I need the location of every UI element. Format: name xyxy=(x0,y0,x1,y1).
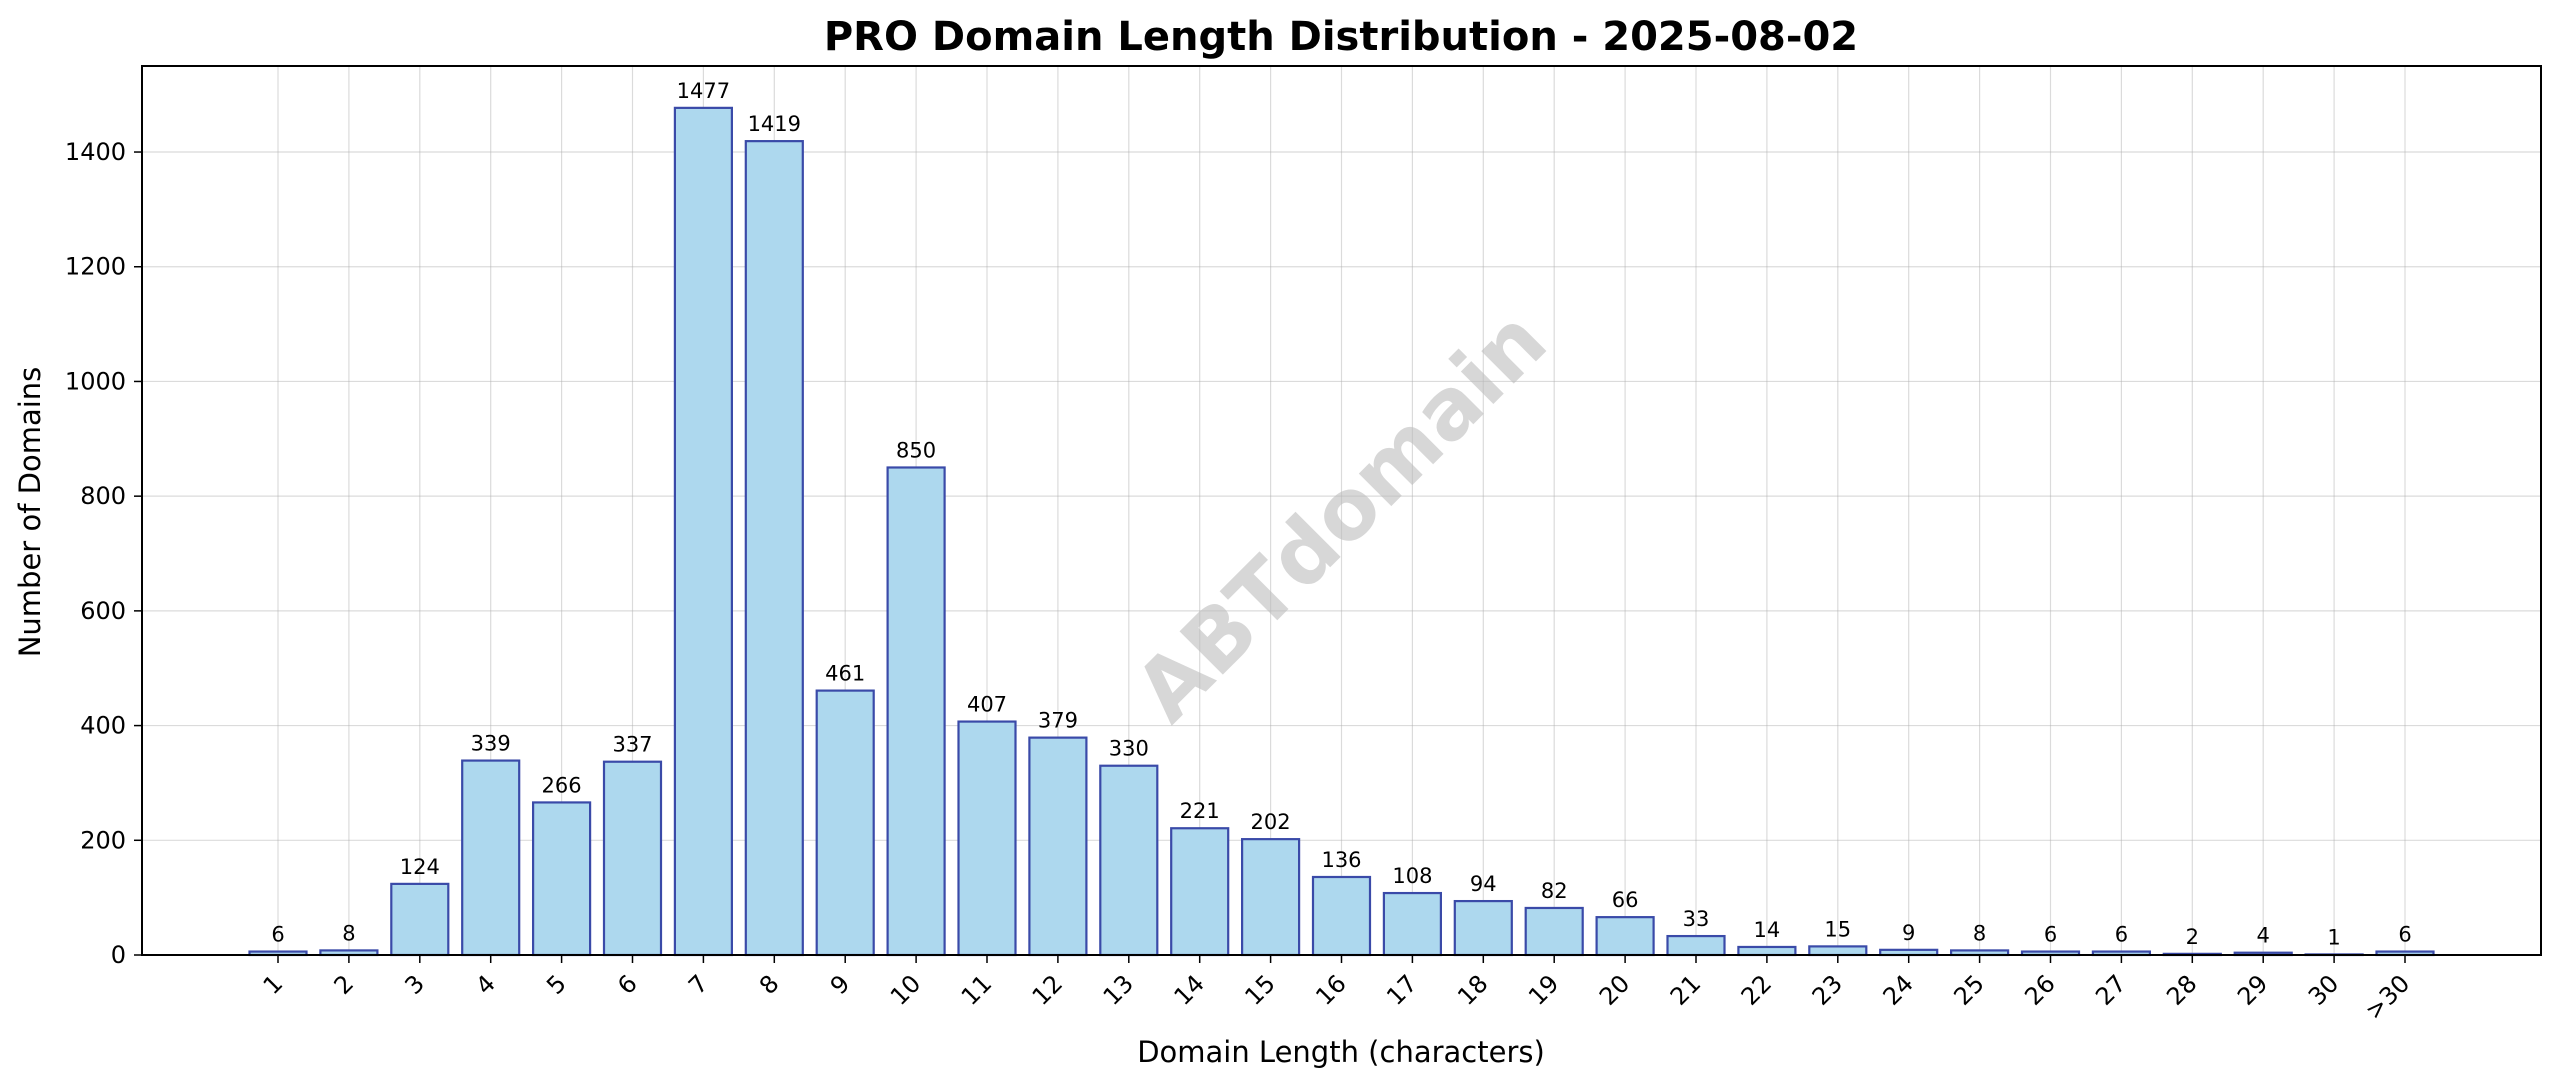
x-tick-label: 19 xyxy=(1523,969,1564,1010)
y-axis: 0 200 400 600 800 1000 1200 1400 xyxy=(65,138,142,969)
x-tick-label: 18 xyxy=(1452,969,1493,1010)
x-tick-label: 25 xyxy=(1948,969,1989,1010)
x-tick-label: 27 xyxy=(2090,969,2131,1010)
bar-value-label: 1477 xyxy=(677,79,730,103)
bar xyxy=(1311,875,1372,957)
x-tick-label: 9 xyxy=(825,969,856,1000)
bar xyxy=(815,689,875,957)
bar-value-label: 2 xyxy=(2186,925,2199,949)
y-tick-label: 1200 xyxy=(65,253,126,281)
bar-value-label: 461 xyxy=(825,662,865,686)
y-tick-label: 0 xyxy=(111,941,126,969)
x-tick-label: 21 xyxy=(1665,969,1706,1010)
bar xyxy=(1595,916,1655,957)
bar-value-label: 379 xyxy=(1038,709,1078,733)
y-tick-label: 1000 xyxy=(65,367,126,395)
y-tick-label: 1400 xyxy=(65,138,126,166)
x-tick-label: 17 xyxy=(1381,969,1422,1010)
bar-value-label: 850 xyxy=(896,438,936,462)
bar xyxy=(1453,899,1513,957)
bar-value-label: 8 xyxy=(342,921,355,945)
bar-value-label: 6 xyxy=(2115,923,2128,947)
bar xyxy=(744,140,804,957)
x-tick-label: 7 xyxy=(683,969,714,1000)
bar-value-label: 1 xyxy=(2327,925,2340,949)
bar xyxy=(602,760,663,957)
bar-value-label: 66 xyxy=(1612,888,1639,912)
bar-value-label: 330 xyxy=(1109,737,1149,761)
bar-value-label: 6 xyxy=(271,923,284,947)
x-axis: 1 2 3 4 5 6 7 8 9 10 11 12 13 14 15 16 17 18 19 20 21 22 23 24 2… xyxy=(258,955,2416,1025)
bar-value-label: 15 xyxy=(1824,917,1851,941)
y-axis-label: Number of Domains xyxy=(13,367,47,658)
x-tick-label: 1 xyxy=(258,969,289,1000)
bar xyxy=(1170,827,1230,957)
bar-value-label: 202 xyxy=(1251,810,1291,834)
bar-value-label: 94 xyxy=(1470,872,1497,896)
x-tick-label: 15 xyxy=(1239,969,1280,1010)
x-tick-label: >30 xyxy=(2360,969,2416,1025)
x-tick-label: 12 xyxy=(1027,969,1068,1010)
x-tick-label: 22 xyxy=(1736,969,1777,1010)
bar-value-label: 82 xyxy=(1541,879,1568,903)
x-tick-label: 6 xyxy=(612,969,643,1000)
bar-value-label: 6 xyxy=(2044,923,2057,947)
bar-value-label: 4 xyxy=(2257,924,2270,948)
x-tick-label: 8 xyxy=(754,969,785,1000)
watermark: ABTdomain xyxy=(1116,291,1565,740)
bar xyxy=(1028,736,1088,957)
bar xyxy=(390,882,450,957)
bar-value-label: 1419 xyxy=(748,112,801,136)
bar xyxy=(1524,906,1584,957)
bar xyxy=(673,106,734,957)
bar xyxy=(1808,945,1868,957)
x-axis-label: Domain Length (characters) xyxy=(1137,1035,1545,1069)
bar xyxy=(886,466,946,957)
x-tick-label: 5 xyxy=(541,969,572,1000)
x-tick-label: 16 xyxy=(1310,969,1351,1010)
y-tick-label: 800 xyxy=(80,482,126,510)
bar-value-label: 337 xyxy=(612,733,652,757)
bar xyxy=(957,720,1017,957)
bar-value-label: 33 xyxy=(1683,907,1710,931)
bar-value-label: 339 xyxy=(471,732,511,756)
y-tick-label: 400 xyxy=(80,712,126,740)
x-tick-label: 26 xyxy=(2019,969,2060,1010)
bar-value-label: 8 xyxy=(1973,921,1986,945)
x-tick-label: 11 xyxy=(956,969,997,1010)
bar xyxy=(1737,945,1797,957)
x-tick-label: 24 xyxy=(1878,969,1919,1010)
bar-value-label: 266 xyxy=(542,773,582,797)
bar xyxy=(1099,764,1159,957)
bar xyxy=(461,759,521,957)
x-tick-label: 20 xyxy=(1594,969,1635,1010)
x-tick-label: 23 xyxy=(1807,969,1848,1010)
x-tick-label: 28 xyxy=(2161,969,2202,1010)
bar xyxy=(1666,934,1726,957)
bar-value-label: 108 xyxy=(1392,864,1432,888)
chart-title: PRO Domain Length Distribution - 2025-08… xyxy=(824,14,1858,60)
x-tick-label: 4 xyxy=(470,969,501,1000)
bar-value-label: 14 xyxy=(1754,918,1781,942)
bar-value-label: 124 xyxy=(400,855,440,879)
bar xyxy=(1240,838,1301,957)
x-tick-label: 13 xyxy=(1098,969,1139,1010)
bar-value-label: 6 xyxy=(2398,923,2411,947)
x-tick-label: 2 xyxy=(329,969,360,1000)
x-tick-label: 30 xyxy=(2303,969,2344,1010)
x-tick-label: 14 xyxy=(1169,969,1210,1010)
bar xyxy=(531,801,592,957)
bar-value-label: 407 xyxy=(967,693,1007,717)
x-tick-label: 3 xyxy=(399,969,430,1000)
bar-value-label: 136 xyxy=(1321,848,1361,872)
x-tick-label: 10 xyxy=(885,969,926,1010)
bar-value-label: 221 xyxy=(1180,799,1220,823)
bar-value-label: 9 xyxy=(1902,921,1915,945)
y-tick-label: 200 xyxy=(80,826,126,854)
x-tick-label: 29 xyxy=(2232,969,2273,1010)
bar-value-labels: 6 812433926633714771419461850407379330221… xyxy=(271,79,2411,950)
y-tick-label: 600 xyxy=(80,597,126,625)
bar xyxy=(1382,891,1443,957)
